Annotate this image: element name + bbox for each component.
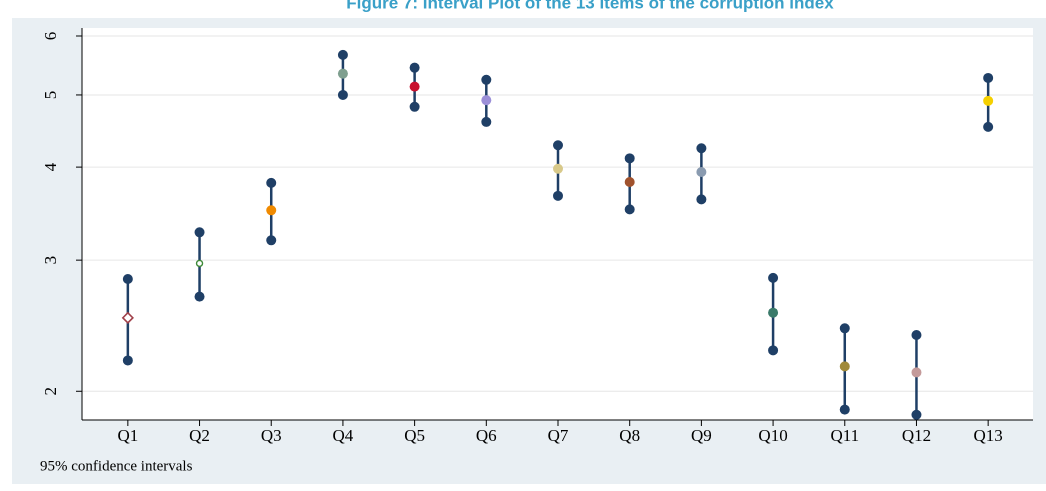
estimate-marker xyxy=(839,361,850,372)
interval-lower xyxy=(481,116,492,127)
estimate-marker xyxy=(553,163,563,174)
interval-upper xyxy=(194,227,205,238)
estimate-marker xyxy=(121,311,134,324)
interval-lower xyxy=(194,291,205,302)
x-tick-label: Q3 xyxy=(261,426,282,445)
y-tick-label: 6 xyxy=(41,32,60,41)
estimate-marker xyxy=(337,68,348,79)
estimate-marker xyxy=(195,259,204,268)
interval-upper xyxy=(553,140,563,151)
x-tick-label: Q5 xyxy=(404,426,425,445)
interval-lower xyxy=(266,235,277,246)
interval-lower xyxy=(337,89,348,100)
interval-upper xyxy=(481,74,492,85)
interval-upper xyxy=(624,153,635,164)
interval-lower xyxy=(839,404,850,415)
estimate-marker xyxy=(983,95,994,106)
interval-lower xyxy=(768,345,779,356)
interval-lower xyxy=(911,409,922,420)
estimate-marker xyxy=(696,166,707,177)
estimate-marker xyxy=(266,205,277,216)
interval-lower xyxy=(409,101,420,112)
interval-lower xyxy=(122,355,133,366)
interval-upper xyxy=(983,72,994,83)
note: 95% confidence intervals xyxy=(40,458,193,474)
interval-lower xyxy=(624,204,635,215)
interval-upper xyxy=(122,274,133,285)
x-tick-label: Q1 xyxy=(117,426,138,445)
plot-area xyxy=(82,28,1033,420)
x-tick-label: Q8 xyxy=(619,426,640,445)
interval-upper xyxy=(911,330,922,341)
interval-upper xyxy=(696,143,707,154)
x-tick-label: Q4 xyxy=(333,426,354,445)
x-tick-label: Q2 xyxy=(189,426,210,445)
estimate-marker xyxy=(624,177,635,188)
x-tick-label: Q7 xyxy=(548,426,569,445)
interval-lower xyxy=(553,190,563,201)
interval-upper xyxy=(839,323,850,334)
y-tick-label: 3 xyxy=(41,256,60,265)
estimate-marker xyxy=(409,81,420,92)
x-tick-label: Q12 xyxy=(902,426,931,445)
x-tick-label: Q10 xyxy=(758,426,787,445)
estimate-marker xyxy=(768,307,779,318)
interval-lower xyxy=(696,194,707,205)
x-tick-label: Q11 xyxy=(830,426,859,445)
interval-upper xyxy=(409,62,420,73)
estimate-marker xyxy=(911,367,922,378)
chart-title: Figure 7: Interval Plot of the 13 items … xyxy=(346,0,834,12)
x-tick-label: Q9 xyxy=(691,426,712,445)
x-tick-label: Q13 xyxy=(974,426,1003,445)
y-tick-label: 4 xyxy=(41,162,60,171)
interval-lower xyxy=(983,121,994,132)
y-tick-label: 2 xyxy=(41,387,60,396)
y-tick-label: 5 xyxy=(41,91,60,100)
estimate-marker xyxy=(481,95,492,106)
x-tick-label: Q6 xyxy=(476,426,497,445)
interval-upper xyxy=(768,272,779,283)
interval-upper xyxy=(337,49,348,60)
interval-upper xyxy=(266,177,277,188)
